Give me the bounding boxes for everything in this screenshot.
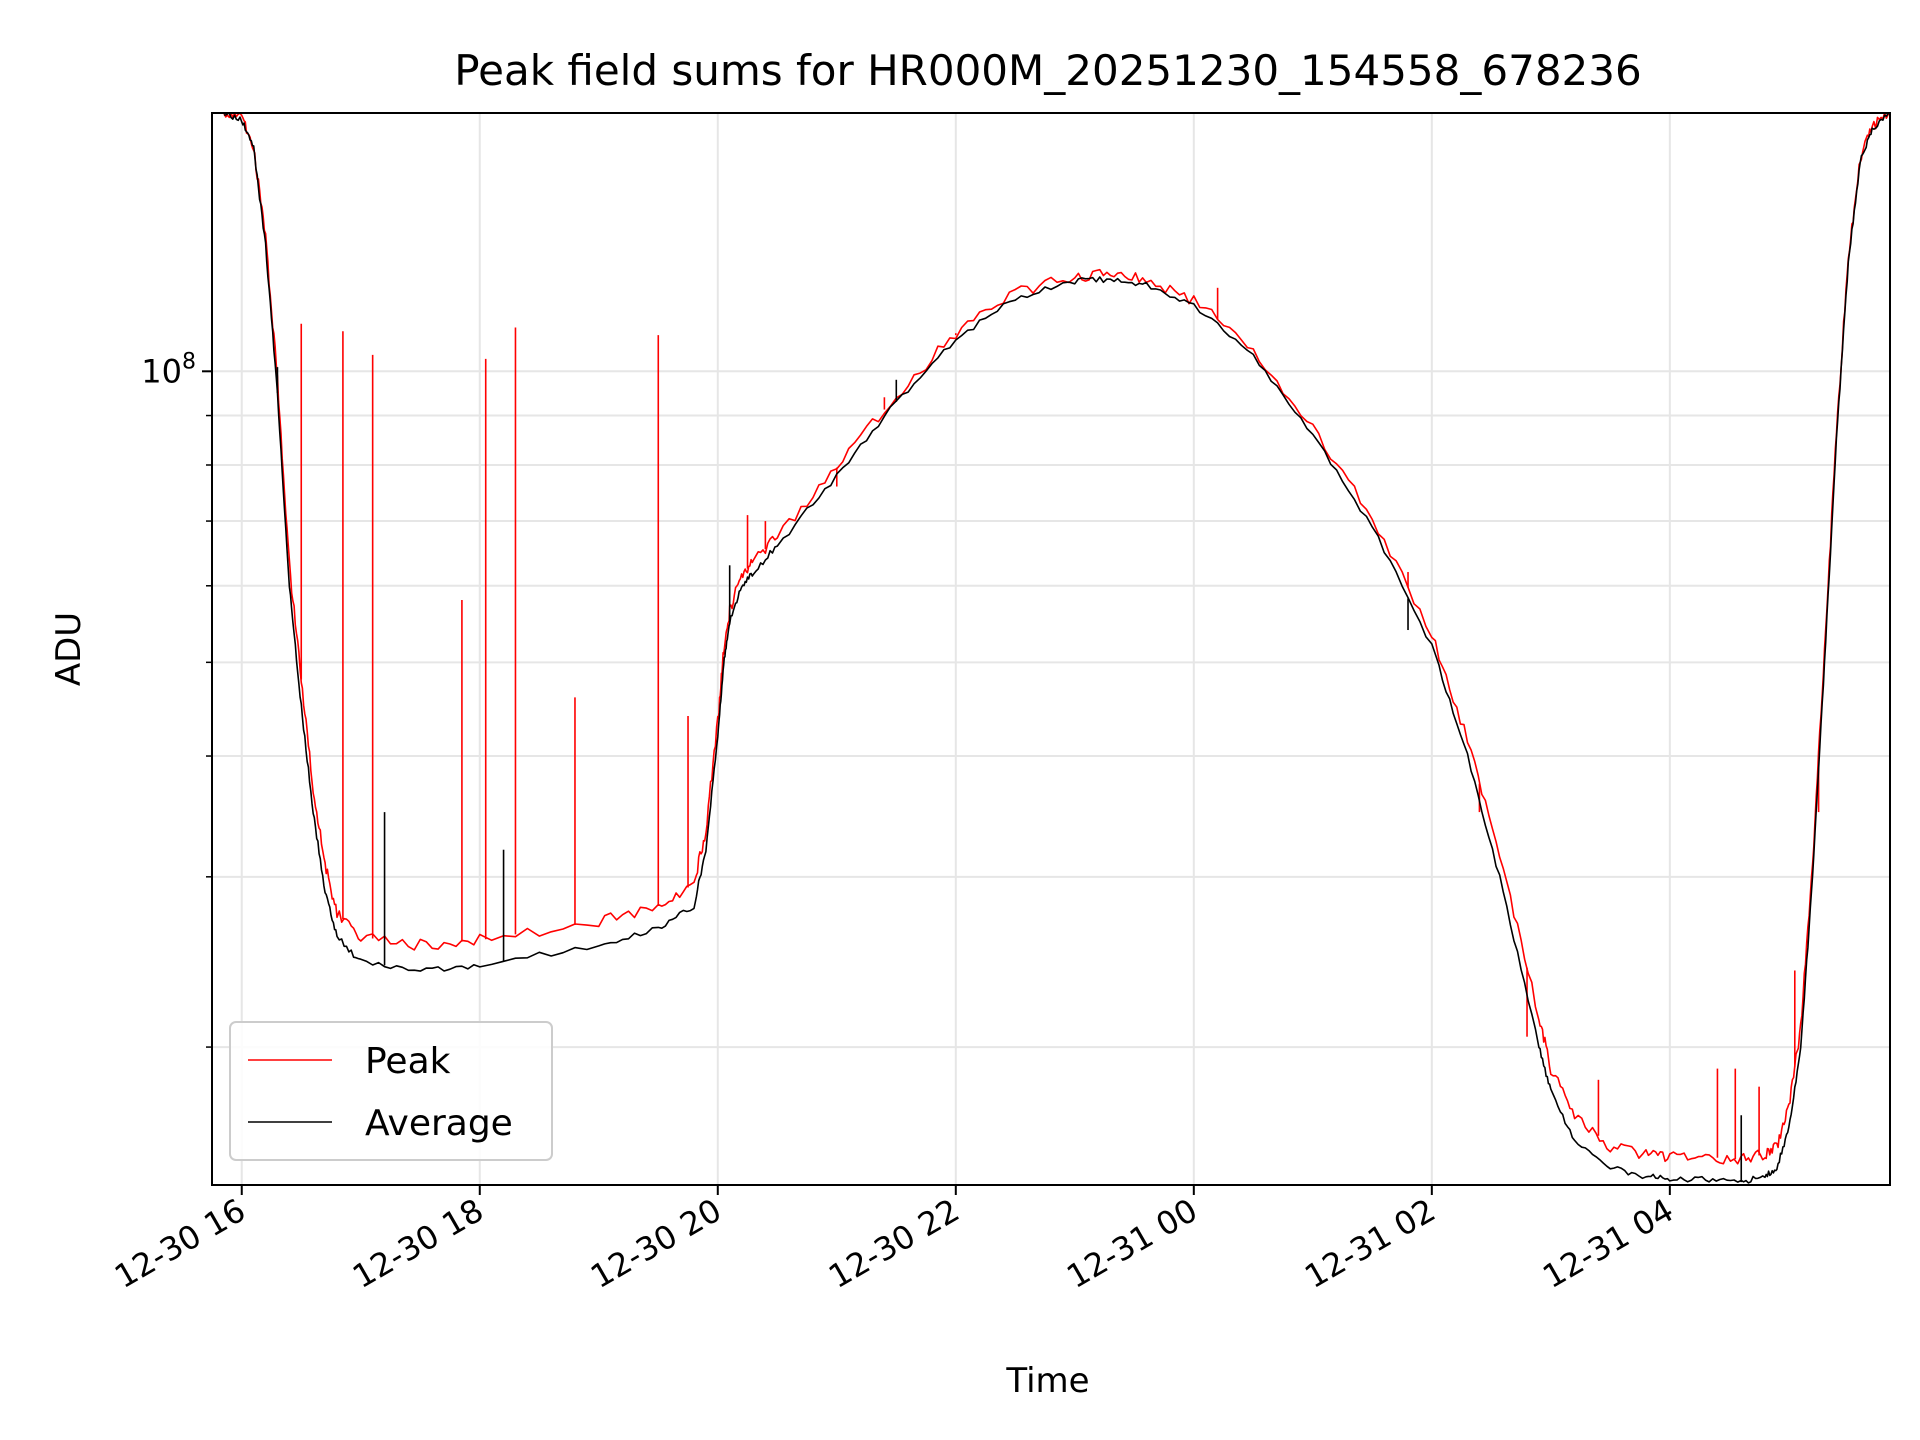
series-layer [223,112,1891,1184]
series-line-average [223,112,1891,1184]
y-axis-title: ADU [49,612,89,686]
legend-peak-label: Peak [365,1041,451,1082]
legend: Peak Average [229,1021,553,1161]
plot-frame [211,112,1891,1186]
legend-box [229,1021,553,1161]
x-axis-title: Time [1005,1361,1089,1401]
series-line-peak [223,112,1891,1165]
y-axis: 108 [141,349,212,1048]
legend-average-label: Average [365,1103,513,1144]
y-tick-label: 108 [141,349,196,390]
chart-title: Peak field sums for HR000M_20251230_1545… [454,46,1641,95]
